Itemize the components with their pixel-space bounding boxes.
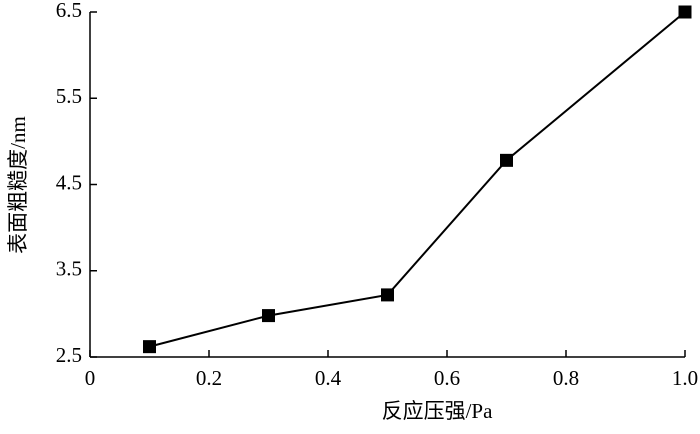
marker: [262, 309, 275, 323]
y-tick-label: 5.5: [56, 84, 82, 108]
x-tick-label: 0.2: [196, 366, 222, 390]
marker: [500, 153, 513, 167]
data-line: [149, 11, 686, 348]
marker: [143, 340, 156, 354]
x-tick-label: 0.4: [315, 366, 342, 390]
x-tick-label: 1.0: [672, 366, 698, 390]
y-tick-label: 4.5: [56, 170, 82, 194]
marker: [381, 288, 394, 302]
y-tick-label: 6.5: [56, 0, 82, 22]
x-axis-label: 反应压强/Pa: [382, 399, 494, 423]
y-tick-label: 3.5: [56, 257, 82, 281]
y-axis-label: 表面粗糙度/nm: [6, 116, 30, 254]
x-tick-label: 0.6: [434, 366, 460, 390]
x-tick-label: 0.8: [553, 366, 579, 390]
x-tick-label: 0: [85, 366, 96, 390]
marker: [678, 5, 692, 19]
y-tick-label: 2.5: [56, 343, 82, 367]
